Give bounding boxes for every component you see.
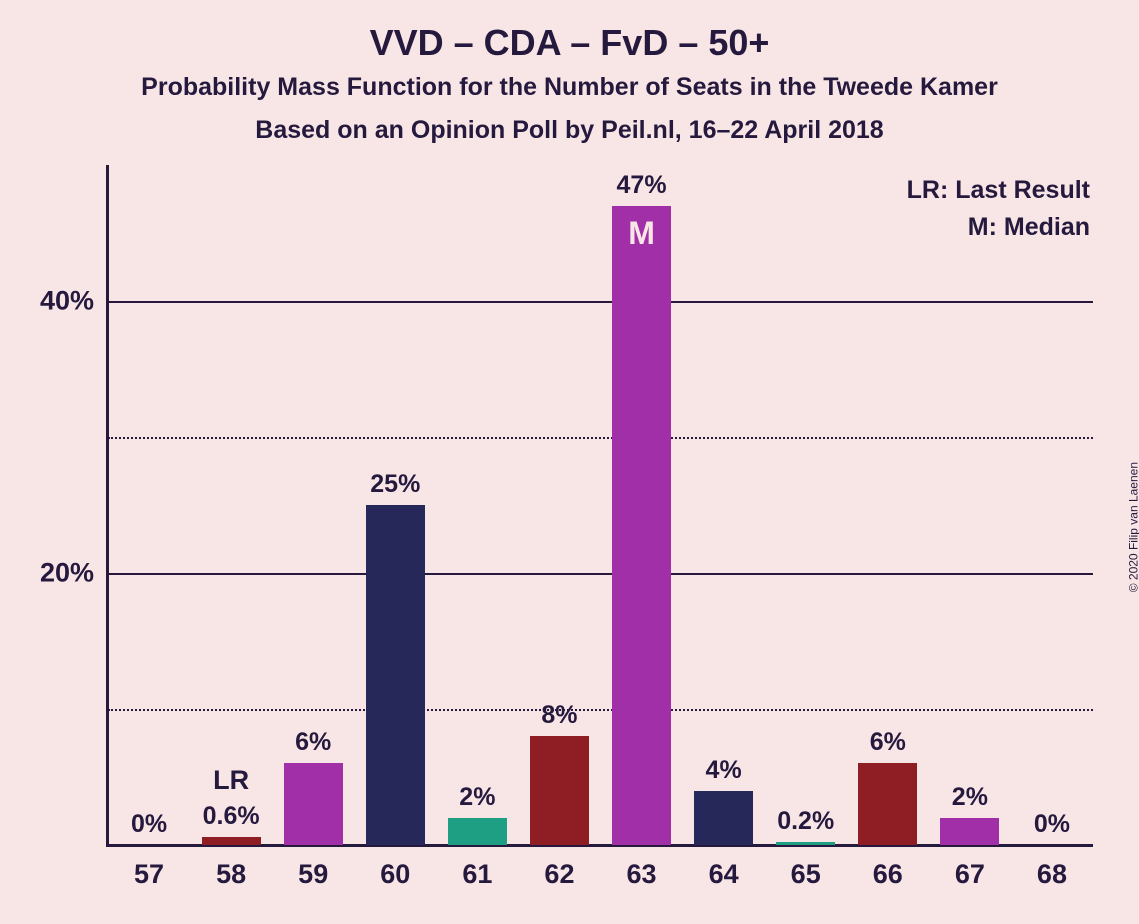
x-tick-label: 63 xyxy=(627,859,657,890)
x-tick-label: 65 xyxy=(791,859,821,890)
bar xyxy=(858,763,917,845)
gridline xyxy=(108,437,1093,439)
x-tick-label: 57 xyxy=(134,859,164,890)
chart-subtitle-2: Based on an Opinion Poll by Peil.nl, 16–… xyxy=(0,116,1139,145)
plot-area: 20%40%0%570.6%LR586%5925%602%618%6247%M6… xyxy=(108,165,1093,845)
y-tick-label: 20% xyxy=(40,558,94,589)
median-marker: M xyxy=(628,215,655,252)
x-tick-label: 67 xyxy=(955,859,985,890)
x-tick-label: 60 xyxy=(380,859,410,890)
bar xyxy=(448,818,507,845)
bar xyxy=(284,763,343,845)
gridline xyxy=(108,709,1093,711)
bar xyxy=(940,818,999,845)
bar xyxy=(366,505,425,845)
y-tick-label: 40% xyxy=(40,286,94,317)
x-tick-label: 59 xyxy=(298,859,328,890)
bar-value-label: 0% xyxy=(1034,810,1070,839)
x-tick-label: 62 xyxy=(544,859,574,890)
bar-value-label: 47% xyxy=(617,171,667,200)
copyright-text: © 2020 Filip van Laenen xyxy=(1126,462,1139,592)
chart-subtitle-1: Probability Mass Function for the Number… xyxy=(0,73,1139,102)
bar-value-label: 2% xyxy=(459,783,495,812)
x-tick-label: 64 xyxy=(709,859,739,890)
bar-value-label: 6% xyxy=(295,728,331,757)
bar-value-label: 4% xyxy=(706,756,742,785)
x-tick-label: 61 xyxy=(462,859,492,890)
x-tick-label: 58 xyxy=(216,859,246,890)
bar-value-label: 8% xyxy=(541,701,577,730)
chart-container: VVD – CDA – FvD – 50+ Probability Mass F… xyxy=(0,0,1139,924)
bar xyxy=(612,206,671,845)
bar-value-label: 0.6% xyxy=(203,802,260,831)
y-axis-line xyxy=(106,165,109,847)
bar xyxy=(530,736,589,845)
gridline xyxy=(108,301,1093,303)
bar-extra-label: LR xyxy=(213,765,249,796)
x-tick-label: 66 xyxy=(873,859,903,890)
bar xyxy=(776,842,835,845)
bar xyxy=(202,837,261,845)
bar-value-label: 0% xyxy=(131,810,167,839)
x-tick-label: 68 xyxy=(1037,859,1067,890)
bar-value-label: 6% xyxy=(870,728,906,757)
bar-value-label: 25% xyxy=(370,470,420,499)
gridline xyxy=(108,573,1093,575)
chart-title: VVD – CDA – FvD – 50+ xyxy=(0,22,1139,64)
bar xyxy=(694,791,753,845)
bar-value-label: 2% xyxy=(952,783,988,812)
bar-value-label: 0.2% xyxy=(777,807,834,836)
